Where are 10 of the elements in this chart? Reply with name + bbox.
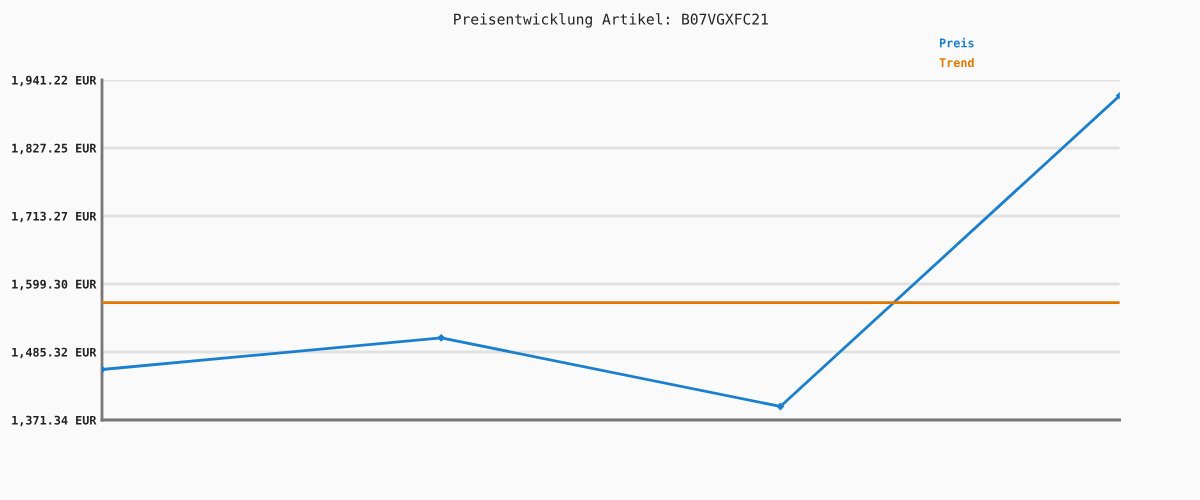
chart-title: Preisentwicklung Artikel: B07VGXFC21 <box>454 13 768 28</box>
y-tick-label: 1,713.27 EUR <box>12 211 97 223</box>
text: Trend <box>939 57 974 68</box>
y-tick-label: 1,485.32 EUR <box>12 347 97 359</box>
y-tick-label: 1,599.30 EUR <box>12 279 97 291</box>
y-tick-label: 1,371.34 EUR <box>12 415 97 427</box>
y-tick-label: 1,941.22 EUR <box>12 75 97 87</box>
text: Preis <box>939 37 974 48</box>
y-tick-label: 1,827.25 EUR <box>12 143 97 155</box>
point <box>437 334 445 342</box>
